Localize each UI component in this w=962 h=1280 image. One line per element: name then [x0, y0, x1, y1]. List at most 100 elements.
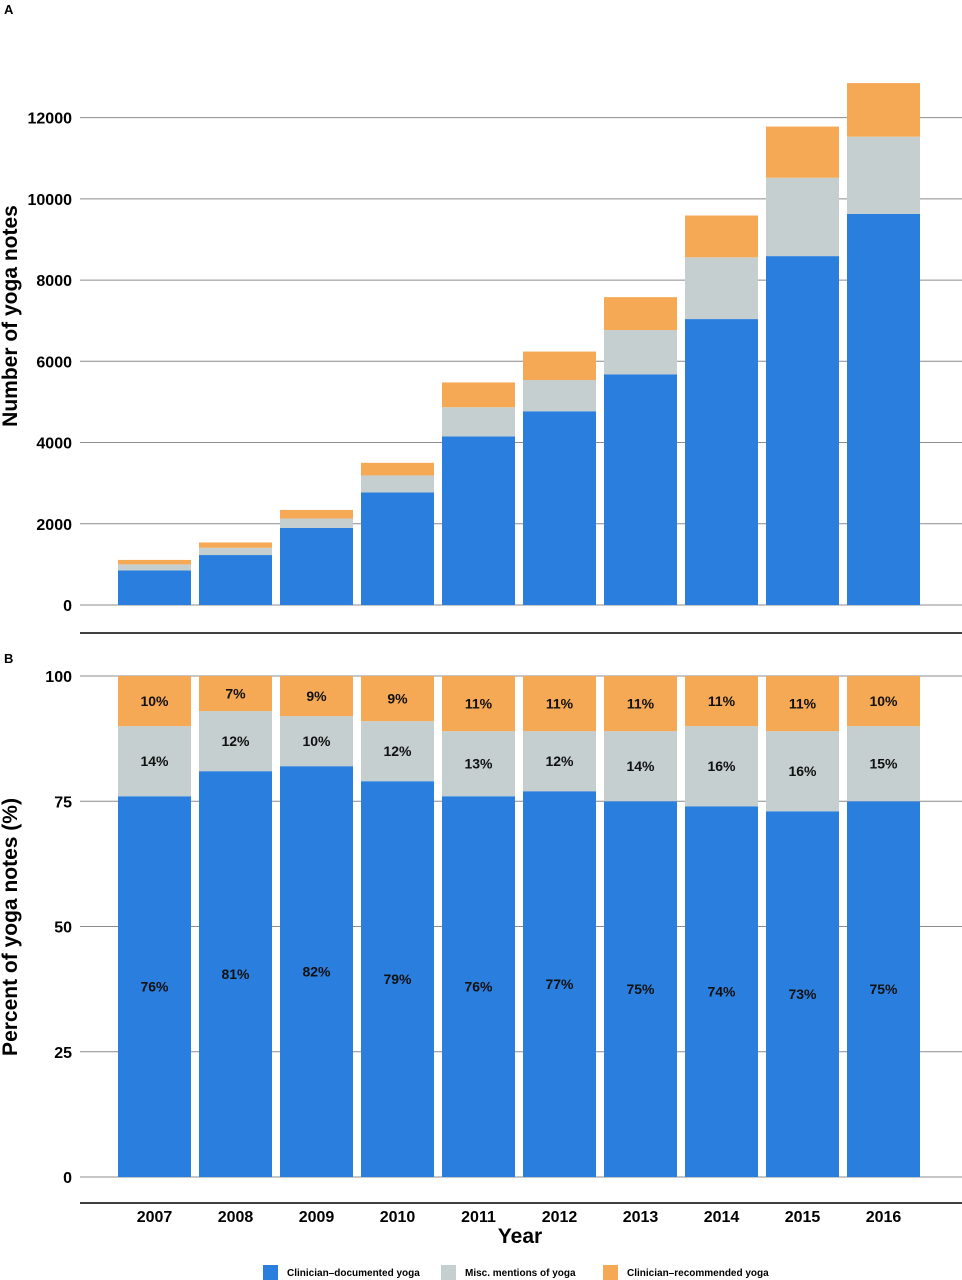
panel-b-bar-clinician-recommended-2016: [847, 676, 920, 727]
panel-a-bar-clinician-recommended-2008: [199, 542, 272, 548]
panel-b-label-clinician-recommended-2016: 10%: [869, 693, 898, 709]
panel-b-x-axis-label: Year: [498, 1225, 542, 1248]
panel-b-bar-misc-mentions-2016: [847, 726, 920, 802]
panel-b-label-misc-mentions-2012: 12%: [545, 753, 574, 769]
panel-a-bar-clinician-documented-2013: [604, 374, 677, 605]
legend-label-misc-mentions: Misc. mentions of yoga: [465, 1268, 576, 1279]
panel-b-bar-clinician-recommended-2010: [361, 676, 434, 722]
panel-b-label-clinician-documented-2016: 75%: [869, 981, 898, 997]
panel-b-y-tick-label: 100: [45, 669, 72, 686]
x-tick-label-2014: 2014: [704, 1209, 740, 1226]
panel-a-bar-clinician-recommended-2010: [361, 462, 434, 476]
panel-a-y-tick-label: 10000: [28, 192, 73, 209]
panel-b-bar-clinician-documented-2012: [523, 791, 596, 1177]
panel-b-label-clinician-recommended-2011: 11%: [465, 696, 493, 712]
panel-b-bar-clinician-recommended-2013: [604, 676, 677, 732]
legend-label-clinician-documented: Clinician–documented yoga: [287, 1268, 420, 1279]
panel-b-label-misc-mentions-2014: 16%: [707, 758, 736, 774]
legend-label-clinician-recommended: Clinician–recommended yoga: [627, 1268, 769, 1279]
panel-b-label-clinician-documented-2011: 76%: [464, 979, 493, 995]
panel-a-bar-misc-mentions-2015: [766, 177, 839, 257]
panel-b-label-misc-mentions-2011: 13%: [464, 756, 493, 772]
panel-b: B 76% 14% 10% 81% 12% 7% 82% 10% 9% 79% 12% 9% 76% 13…: [0, 651, 962, 1248]
panel-b-bar-misc-mentions-2010: [361, 721, 434, 782]
panel-b-label-clinician-recommended-2015: 11%: [789, 696, 817, 712]
panel-a-bar-clinician-documented-2007: [118, 570, 191, 605]
panel-b-label-clinician-documented-2009: 82%: [302, 964, 331, 980]
panel-b-bar-clinician-documented-2016: [847, 801, 920, 1177]
panel-b-bar-clinician-recommended-2014: [685, 676, 758, 727]
panel-b-bar-clinician-recommended-2012: [523, 676, 596, 732]
panel-b-bar-clinician-documented-2008: [199, 771, 272, 1177]
x-tick-label-2013: 2013: [623, 1209, 659, 1226]
panel-a: A 0 2000 4000 6000 8000 10000 12000 Number of …: [0, 2, 962, 615]
panel-a-bar-misc-mentions-2009: [280, 518, 353, 528]
panel-a-y-axis-label: Number of yoga notes: [0, 205, 22, 427]
panel-b-bar-misc-mentions-2013: [604, 731, 677, 802]
panel-b-bar-clinician-documented-2011: [442, 796, 515, 1177]
panel-a-bars: [118, 83, 920, 605]
panel-b-label-clinician-recommended-2013: 11%: [627, 696, 655, 712]
legend: Clinician–documented yoga Misc. mentions …: [263, 1265, 769, 1280]
panel-a-y-tick-label: 6000: [36, 354, 72, 371]
panel-b-y-tick-label: 0: [63, 1170, 72, 1187]
legend-item-clinician-recommended: Clinician–recommended yoga: [603, 1265, 769, 1280]
panel-b-percent-labels: 76% 14% 10% 81% 12% 7% 82% 10% 9% 79% 12% 9% 76% 13% 1…: [140, 686, 898, 1003]
panel-b-label-clinician-documented-2010: 79%: [383, 971, 412, 987]
panel-a-bar-clinician-recommended-2015: [766, 126, 839, 178]
panel-b-y-axis-label: Percent of yoga notes (%): [0, 798, 22, 1056]
panel-b-label-misc-mentions-2016: 15%: [869, 756, 898, 772]
panel-a-bar-clinician-recommended-2012: [523, 351, 596, 380]
panel-b-bar-clinician-documented-2013: [604, 801, 677, 1177]
panel-b-label-clinician-documented-2015: 73%: [788, 986, 817, 1002]
panel-a-bar-misc-mentions-2016: [847, 136, 920, 214]
legend-swatch-clinician-recommended: [603, 1265, 618, 1280]
panel-b-bar-misc-mentions-2011: [442, 731, 515, 797]
legend-item-misc-mentions: Misc. mentions of yoga: [441, 1265, 576, 1280]
panel-a-bar-clinician-recommended-2014: [685, 215, 758, 258]
panel-b-label-misc-mentions-2008: 12%: [221, 733, 250, 749]
panel-a-bar-clinician-documented-2014: [685, 319, 758, 605]
panel-a-y-tick-label: 12000: [28, 111, 73, 128]
panel-b-label-misc-mentions-2013: 14%: [626, 758, 655, 774]
x-tick-label-2010: 2010: [380, 1209, 416, 1226]
panel-b-y-tick-label: 25: [54, 1045, 72, 1062]
panel-b-bar-misc-mentions-2008: [199, 711, 272, 772]
panel-a-y-ticks: 0 2000 4000 6000 8000 10000 12000: [28, 111, 73, 615]
panel-a-y-tick-label: 2000: [36, 517, 72, 534]
panel-b-bar-clinician-recommended-2011: [442, 676, 515, 732]
x-tick-label-2016: 2016: [866, 1209, 902, 1226]
x-tick-label-2009: 2009: [299, 1209, 335, 1226]
panel-b-bar-misc-mentions-2015: [766, 731, 839, 812]
panel-b-bar-clinician-recommended-2015: [766, 676, 839, 732]
panel-a-bar-clinician-documented-2008: [199, 555, 272, 605]
panel-a-bar-misc-mentions-2011: [442, 407, 515, 437]
panel-b-label: B: [4, 651, 13, 666]
panel-b-label-clinician-recommended-2012: 11%: [546, 696, 574, 712]
panel-b-bar-misc-mentions-2014: [685, 726, 758, 807]
panel-b-bars: [118, 676, 920, 1177]
panel-b-label-misc-mentions-2010: 12%: [383, 743, 412, 759]
panel-b-bar-clinician-documented-2015: [766, 811, 839, 1177]
panel-a-bar-clinician-documented-2010: [361, 492, 434, 605]
panel-b-label-clinician-recommended-2007: 10%: [140, 693, 169, 709]
panel-a-bar-misc-mentions-2013: [604, 330, 677, 375]
panel-a-bar-clinician-documented-2012: [523, 411, 596, 605]
panel-b-bar-clinician-recommended-2009: [280, 676, 353, 717]
panel-b-label-clinician-documented-2014: 74%: [707, 984, 736, 1000]
panel-b-label-clinician-recommended-2008: 7%: [225, 686, 246, 702]
panel-a-gridlines: [80, 117, 962, 606]
panel-a-bar-clinician-recommended-2013: [604, 297, 677, 331]
legend-swatch-clinician-documented: [263, 1265, 278, 1280]
panel-b-label-clinician-recommended-2009: 9%: [306, 688, 327, 704]
panel-a-label: A: [4, 2, 14, 17]
panel-b-bar-clinician-recommended-2007: [118, 676, 191, 727]
panel-a-bar-clinician-recommended-2011: [442, 382, 515, 408]
panel-b-bar-misc-mentions-2012: [523, 731, 596, 792]
panel-b-y-tick-label: 50: [54, 920, 72, 937]
panel-a-y-tick-label: 8000: [36, 273, 72, 290]
panel-a-bar-clinician-documented-2015: [766, 256, 839, 605]
panel-a-y-tick-label: 4000: [36, 436, 72, 453]
panel-a-bar-misc-mentions-2008: [199, 547, 272, 556]
panel-a-bar-misc-mentions-2012: [523, 379, 596, 412]
